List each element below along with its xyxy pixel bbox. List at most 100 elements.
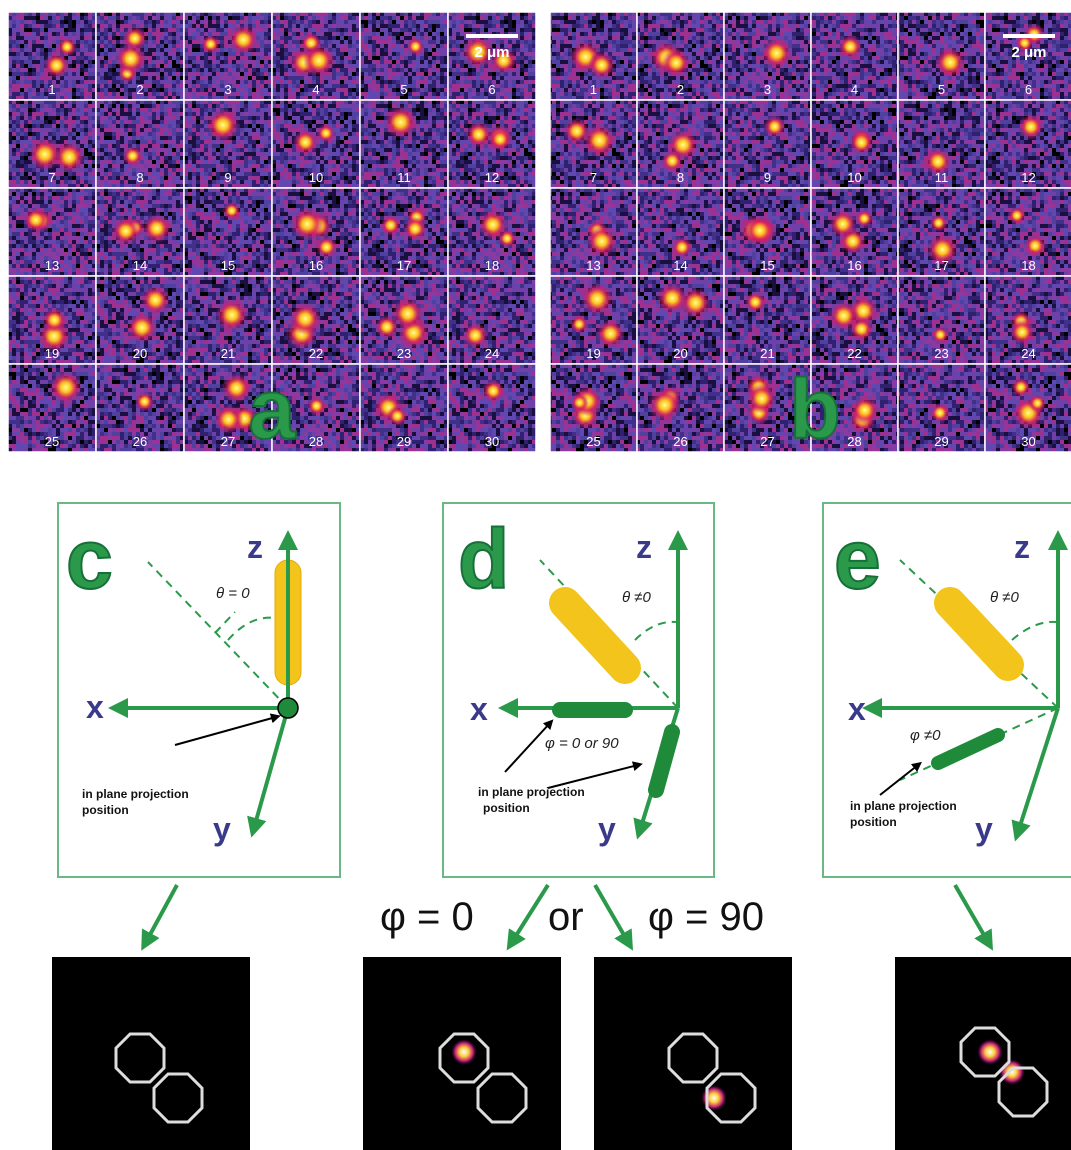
spot xyxy=(829,210,858,239)
tile-number: 12 xyxy=(485,170,499,185)
spot xyxy=(462,322,489,349)
tile-number: 29 xyxy=(934,434,948,449)
spot xyxy=(134,391,155,412)
panel-c: c z x y θ = 0 in plane projection positi… xyxy=(58,503,340,877)
spot xyxy=(849,317,874,342)
theta-label: θ ≠0 xyxy=(990,589,1020,606)
spot xyxy=(934,47,965,78)
spot xyxy=(661,150,684,173)
spot xyxy=(586,226,617,257)
panel-b: 1234567891011121314151617181920212223242… xyxy=(550,12,1071,456)
spot xyxy=(489,128,512,151)
annotation: position xyxy=(82,803,129,817)
spot xyxy=(140,285,170,315)
spot xyxy=(115,43,147,75)
tile-number: 25 xyxy=(45,434,59,449)
annotation: in plane projection xyxy=(850,799,957,813)
panel-label: e xyxy=(834,512,881,606)
panel-label: a xyxy=(249,362,297,456)
projection-point xyxy=(278,698,298,718)
arrow xyxy=(595,885,628,942)
tile-number: 24 xyxy=(1021,346,1035,361)
spot xyxy=(303,44,335,76)
arrow xyxy=(955,885,988,942)
simulated-image xyxy=(52,957,250,1150)
tile-number: 11 xyxy=(397,170,411,185)
tile-number: 27 xyxy=(221,434,235,449)
spot xyxy=(588,51,616,79)
tile-number: 4 xyxy=(312,82,319,97)
spot xyxy=(744,291,766,313)
tile-number: 2 xyxy=(136,82,143,97)
annotation: position xyxy=(483,801,530,815)
spot xyxy=(478,210,508,240)
spot xyxy=(745,216,774,245)
tile-number: 7 xyxy=(590,170,597,185)
spot xyxy=(42,307,67,332)
spot xyxy=(855,209,874,228)
spot xyxy=(648,388,682,422)
tile-number: 9 xyxy=(224,170,231,185)
spot xyxy=(931,326,949,344)
tile-number: 7 xyxy=(48,170,55,185)
tile-number: 2 xyxy=(677,82,684,97)
z-label: z xyxy=(636,529,652,565)
simulated-image xyxy=(594,957,792,1150)
spot xyxy=(23,207,48,232)
tile-number: 30 xyxy=(485,434,499,449)
phi-label: φ ≠0 xyxy=(910,727,941,744)
z-label: z xyxy=(247,529,263,565)
tile-number: 24 xyxy=(485,346,499,361)
image-background xyxy=(52,957,250,1150)
tile-number: 1 xyxy=(590,82,597,97)
spot xyxy=(671,237,693,259)
tile-number: 13 xyxy=(586,258,600,273)
tile-number: 8 xyxy=(677,170,684,185)
tile-number: 3 xyxy=(224,82,231,97)
tile-number: 9 xyxy=(764,170,771,185)
spot xyxy=(482,379,505,402)
tile-number: 26 xyxy=(673,434,687,449)
spot xyxy=(465,121,491,147)
spot xyxy=(384,105,418,139)
spot xyxy=(570,393,589,412)
tile-number: 19 xyxy=(586,346,600,361)
tile-number: 6 xyxy=(1025,82,1032,97)
y-label: y xyxy=(598,811,616,847)
spot xyxy=(228,24,258,54)
spot xyxy=(1009,319,1035,345)
annotation: in plane projection xyxy=(478,785,585,799)
simulated-image xyxy=(363,957,561,1150)
tile-number: 14 xyxy=(133,258,147,273)
connectors: φ = 0 or φ = 90 xyxy=(146,885,988,942)
annotation: position xyxy=(850,815,897,829)
spot xyxy=(701,1085,727,1111)
spot xyxy=(1011,377,1031,397)
tile-number: 15 xyxy=(760,258,774,273)
spot xyxy=(999,1059,1025,1085)
spot xyxy=(1024,234,1047,257)
caption: φ = 90 xyxy=(648,895,764,939)
panel-d: d z x y θ ≠0 φ = 0 or 90 in plane projec… xyxy=(443,503,714,877)
spot xyxy=(142,213,172,243)
tile-number: 12 xyxy=(1021,170,1035,185)
tile-number: 26 xyxy=(133,434,147,449)
spot xyxy=(406,37,424,55)
tile-number: 13 xyxy=(45,258,59,273)
spot xyxy=(28,138,61,171)
figure: 1234567891011121314151617181920212223242… xyxy=(0,0,1071,1150)
tile-number: 30 xyxy=(1021,434,1035,449)
tile-number: 10 xyxy=(309,170,323,185)
spot xyxy=(656,282,688,314)
arrow xyxy=(512,885,548,942)
spot xyxy=(387,406,408,427)
tile-number: 5 xyxy=(938,82,945,97)
spot xyxy=(380,215,401,236)
caption: or xyxy=(548,895,584,939)
spot xyxy=(222,201,241,220)
phi-label: φ = 0 or 90 xyxy=(545,735,619,752)
spot xyxy=(43,52,70,79)
spot xyxy=(977,1039,1003,1065)
